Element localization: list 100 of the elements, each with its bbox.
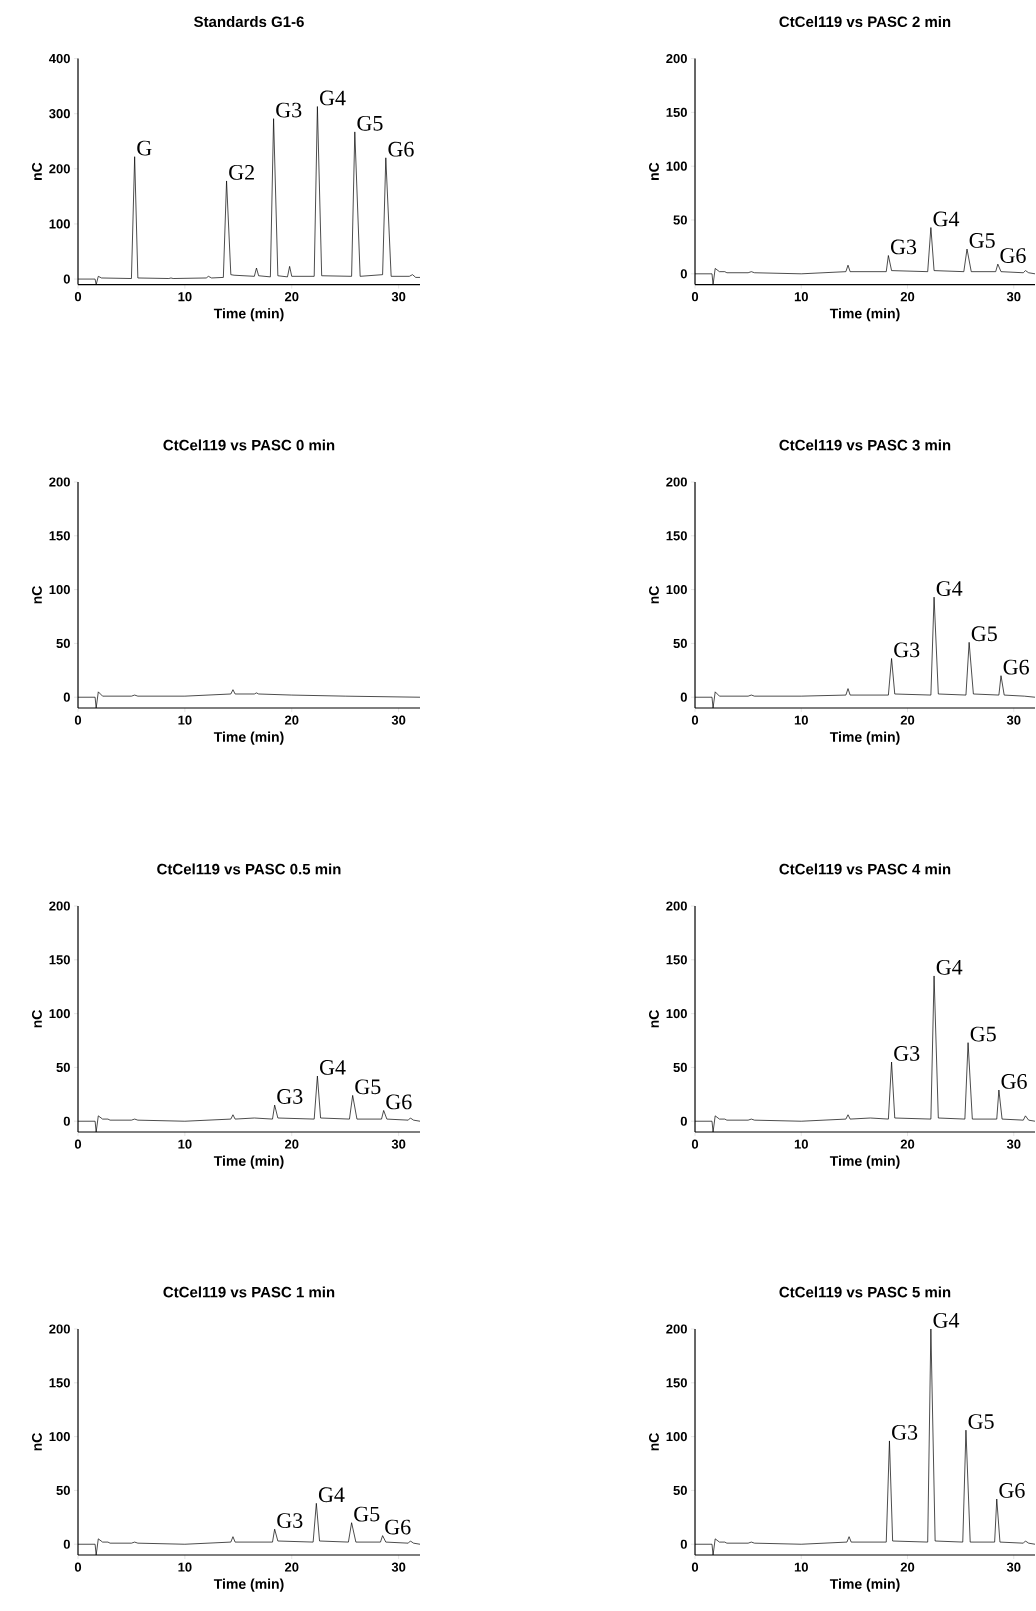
x-tick-label: 10 (794, 715, 808, 725)
x-axis-title: Time (min) (829, 1578, 900, 1592)
x-axis-title: Time (min) (213, 1578, 284, 1592)
y-tick-label: 0 (63, 1539, 70, 1549)
chart-title: CtCel119 vs PASC 0.5 min (157, 863, 341, 875)
y-tick-label: 50 (56, 1485, 70, 1496)
y-tick-label: 150 (666, 531, 687, 541)
y-tick-label: 200 (49, 1324, 70, 1334)
x-tick-label: 0 (691, 715, 699, 725)
y-axis-title: nC (649, 586, 659, 604)
x-tick-label: 20 (900, 715, 915, 725)
y-tick-label: 50 (56, 1062, 70, 1073)
annotation: G4 (320, 1060, 346, 1075)
annotation: G3 (891, 239, 917, 255)
annotation: G6 (388, 141, 414, 157)
y-tick-label: 400 (48, 53, 70, 64)
y-tick-label: 100 (666, 1009, 687, 1019)
y-axis-title: nC (649, 162, 659, 180)
chart-title: CtCel119 vs PASC 2 min (779, 16, 951, 28)
x-tick-label: 30 (391, 1562, 406, 1572)
x-tick-label: 10 (178, 715, 192, 725)
y-tick-label: 200 (49, 477, 70, 487)
y-tick-label: 100 (666, 585, 687, 595)
annotation: G (137, 140, 152, 156)
y-tick-label: 200 (666, 1324, 687, 1334)
x-tick-label: 0 (74, 292, 82, 302)
x-tick-label: 20 (284, 292, 299, 302)
y-tick-label: 200 (666, 53, 687, 64)
y-tick-label: 0 (680, 1539, 687, 1549)
y-axis-title: nC (31, 1010, 42, 1028)
x-tick-label: 20 (900, 292, 915, 302)
y-tick-label: 50 (673, 638, 687, 649)
annotation: G6 (1000, 248, 1026, 263)
y-tick-label: 200 (49, 901, 70, 911)
y-tick-label: 100 (49, 1009, 70, 1019)
y-tick-label: 100 (49, 585, 70, 595)
x-axis-title: Time (min) (829, 1155, 900, 1169)
x-tick-label: 30 (391, 292, 406, 302)
x-axis-title: Time (min) (213, 731, 284, 745)
chart-title: CtCel119 vs PASC 3 min (779, 439, 951, 451)
x-tick-label: 20 (284, 1139, 299, 1149)
y-tick-label: 0 (680, 692, 687, 702)
y-tick-label: 50 (673, 215, 687, 225)
chart-title: CtCel119 vs PASC 0 min (163, 439, 335, 451)
annotation: G4 (936, 581, 963, 596)
x-tick-label: 0 (691, 292, 699, 302)
y-tick-label: 100 (666, 161, 687, 171)
x-axis-title: Time (min) (829, 308, 900, 322)
annotation: G5 (355, 1079, 381, 1095)
x-axis-title: Time (min) (213, 1155, 284, 1169)
y-tick-label: 50 (56, 638, 70, 649)
annotation: G4 (936, 959, 963, 975)
x-tick-label: 30 (1006, 715, 1021, 725)
y-axis-title: nC (31, 586, 42, 604)
y-tick-label: 150 (666, 1378, 687, 1388)
annotation: G5 (357, 115, 383, 131)
y-tick-label: 150 (49, 1378, 70, 1388)
annotation: G5 (970, 1026, 996, 1042)
x-tick-label: 0 (74, 715, 82, 725)
y-tick-label: 200 (666, 477, 687, 487)
y-tick-label: 300 (49, 109, 70, 119)
x-tick-label: 20 (900, 1139, 915, 1149)
annotation: G4 (320, 90, 346, 106)
y-axis-title: nC (31, 162, 42, 180)
annotation: G6 (386, 1094, 412, 1110)
annotation: G4 (318, 1487, 345, 1503)
chart-title: CtCel119 vs PASC 1 min (163, 1286, 335, 1298)
y-tick-label: 50 (673, 1485, 687, 1496)
x-tick-label: 30 (1006, 1139, 1021, 1149)
chart-title: CtCel119 vs PASC 5 min (779, 1286, 951, 1298)
y-tick-label: 0 (63, 1116, 70, 1126)
x-tick-label: 10 (178, 292, 192, 302)
y-tick-label: 150 (666, 107, 687, 117)
x-tick-label: 30 (1006, 292, 1021, 302)
annotation: G2 (229, 164, 254, 180)
y-tick-label: 100 (666, 1432, 687, 1442)
y-tick-label: 200 (49, 164, 70, 174)
annotation: G3 (276, 102, 302, 118)
y-tick-label: 100 (49, 219, 70, 229)
annotation: G6 (999, 1483, 1025, 1498)
x-tick-label: 20 (284, 1562, 299, 1572)
annotation: G3 (894, 642, 920, 658)
x-tick-label: 0 (74, 1562, 82, 1572)
x-tick-label: 30 (391, 1139, 406, 1149)
x-tick-label: 10 (178, 1139, 192, 1149)
y-tick-label: 200 (666, 901, 687, 911)
annotation: G5 (971, 626, 997, 642)
annotation: G5 (968, 1414, 994, 1429)
annotation: G5 (969, 233, 995, 248)
annotation: G6 (1003, 659, 1029, 675)
x-tick-label: 0 (74, 1139, 82, 1149)
y-tick-label: 0 (680, 1116, 687, 1126)
y-tick-label: 100 (49, 1432, 70, 1442)
x-tick-label: 0 (691, 1562, 699, 1572)
x-axis-title: Time (min) (829, 731, 900, 745)
x-tick-label: 30 (391, 715, 406, 725)
annotation: G6 (385, 1519, 411, 1535)
x-tick-label: 10 (178, 1562, 192, 1572)
annotation: G3 (894, 1046, 920, 1061)
y-tick-label: 150 (666, 955, 687, 965)
